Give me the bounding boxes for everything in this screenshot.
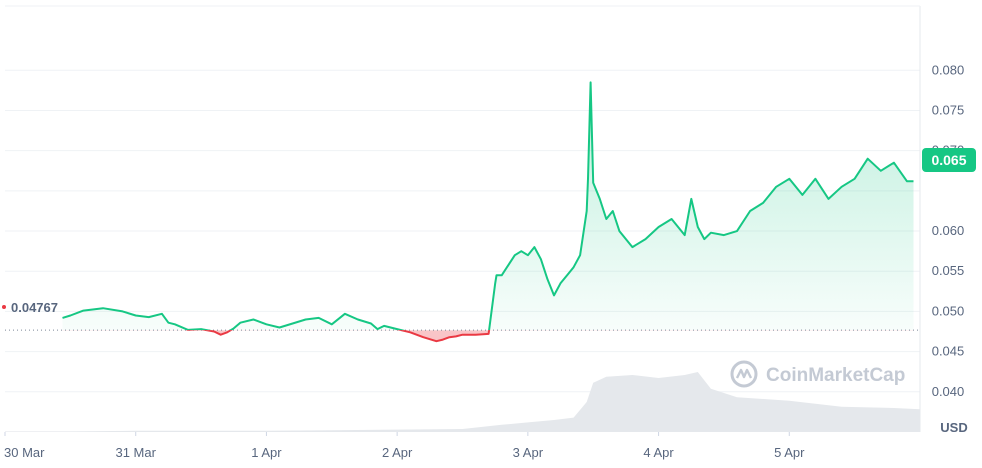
coinmarketcap-logo-icon bbox=[730, 360, 758, 388]
watermark: CoinMarketCap bbox=[730, 360, 905, 388]
value-labels: 0.04767 0.065 USD bbox=[2, 148, 976, 435]
current-price-badge bbox=[922, 148, 976, 172]
x-tick-label: 31 Mar bbox=[115, 445, 156, 460]
reference-marker bbox=[2, 305, 6, 309]
watermark-text: CoinMarketCap bbox=[766, 365, 905, 386]
y-tick-label: 0.045 bbox=[932, 344, 965, 359]
volume-bars bbox=[5, 372, 920, 432]
current-price-label: 0.065 bbox=[931, 152, 966, 168]
y-tick-label: 0.055 bbox=[932, 263, 965, 278]
y-tick-label: 0.080 bbox=[932, 62, 965, 77]
y-tick-label: 0.060 bbox=[932, 223, 965, 238]
price-area bbox=[62, 82, 914, 342]
area-above bbox=[62, 82, 914, 331]
price-line-up bbox=[62, 81, 914, 331]
y-tick-label: 0.075 bbox=[932, 102, 965, 117]
reference-value-label: 0.04767 bbox=[11, 300, 58, 315]
x-tick-label: 4 Apr bbox=[643, 445, 674, 460]
x-tick-label: 30 Mar bbox=[4, 445, 45, 460]
y-tick-label: 0.040 bbox=[932, 384, 965, 399]
x-tick-label: 5 Apr bbox=[774, 445, 805, 460]
price-line-down bbox=[186, 330, 491, 343]
grid bbox=[5, 5, 921, 432]
x-axis: 30 Mar 31 Mar 1 Apr 2 Apr 3 Apr 4 Apr 5 Apr bbox=[4, 432, 805, 460]
currency-label: USD bbox=[940, 420, 967, 435]
price-line bbox=[62, 81, 914, 343]
y-tick-label: 0.050 bbox=[932, 303, 965, 318]
volume-area bbox=[5, 372, 920, 432]
x-tick-label: 2 Apr bbox=[382, 445, 413, 460]
x-tick-label: 1 Apr bbox=[251, 445, 282, 460]
x-tick-label: 3 Apr bbox=[513, 445, 544, 460]
